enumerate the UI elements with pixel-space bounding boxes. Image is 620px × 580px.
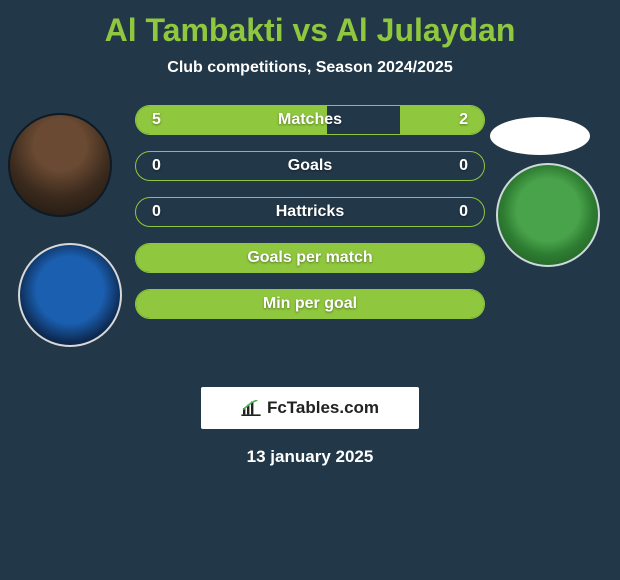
date-text: 13 january 2025 — [0, 447, 620, 467]
page-title: Al Tambakti vs Al Julaydan — [0, 0, 620, 49]
stat-label: Goals per match — [136, 244, 484, 272]
stat-label: Hattricks — [136, 198, 484, 226]
player-photo-left — [8, 113, 112, 217]
stat-value-right: 2 — [459, 106, 468, 134]
player-photo-right — [490, 117, 590, 155]
stat-value-right: 0 — [459, 152, 468, 180]
stat-bars: 5Matches20Goals00Hattricks0Goals per mat… — [135, 105, 485, 335]
brand-label: FcTables.com — [267, 398, 379, 418]
stat-label: Min per goal — [136, 290, 484, 318]
stat-row: 0Goals0 — [135, 151, 485, 181]
club-badge-left — [18, 243, 122, 347]
stat-label: Matches — [136, 106, 484, 134]
comparison-panel: 5Matches20Goals00Hattricks0Goals per mat… — [0, 105, 620, 365]
stat-row: 0Hattricks0 — [135, 197, 485, 227]
chart-icon — [241, 400, 261, 416]
stat-value-right: 0 — [459, 198, 468, 226]
stat-label: Goals — [136, 152, 484, 180]
stat-row: Min per goal — [135, 289, 485, 319]
stat-row: 5Matches2 — [135, 105, 485, 135]
brand-attribution: FcTables.com — [201, 387, 419, 429]
page-subtitle: Club competitions, Season 2024/2025 — [0, 59, 620, 77]
club-badge-right — [496, 163, 600, 267]
stat-row: Goals per match — [135, 243, 485, 273]
